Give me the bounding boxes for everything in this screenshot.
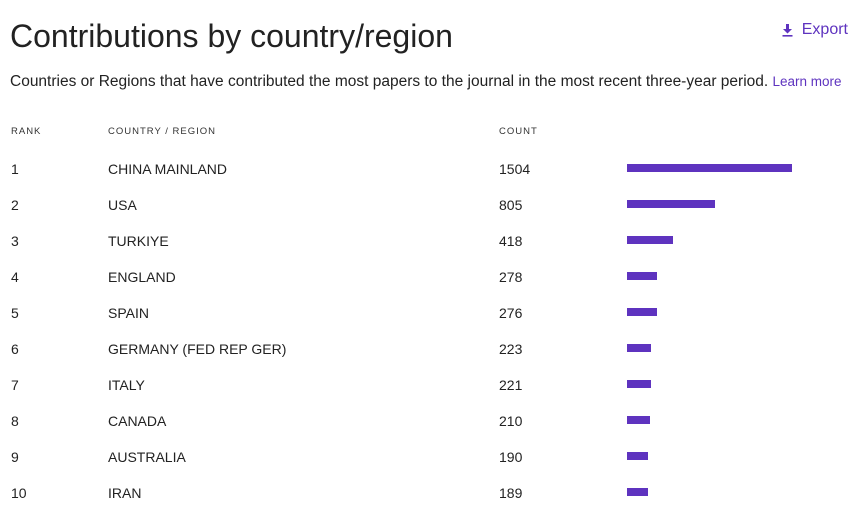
count-cell: 418 [499,233,523,249]
country-cell: ENGLAND [108,269,176,285]
country-cell: SPAIN [108,305,149,321]
rank-cell: 6 [11,341,19,357]
country-cell: IRAN [108,485,142,501]
count-bar [627,308,657,316]
count-cell: 210 [499,413,523,429]
table-row: 5 SPAIN 276 [0,295,857,331]
country-cell: AUSTRALIA [108,449,186,465]
count-bar [627,200,715,208]
count-bar [627,380,651,388]
table-row: 9 AUSTRALIA 190 [0,439,857,475]
table-row: 3 TURKIYE 418 [0,223,857,259]
count-cell: 278 [499,269,523,285]
count-cell: 189 [499,485,523,501]
rank-cell: 10 [11,485,27,501]
description-text: Countries or Regions that have contribut… [10,73,769,90]
table-row: 6 GERMANY (FED REP GER) 223 [0,331,857,367]
count-cell: 221 [499,377,523,393]
column-header-count: COUNT [499,126,538,137]
rank-cell: 9 [11,449,19,465]
count-bar [627,272,657,280]
country-cell: GERMANY (FED REP GER) [108,341,287,357]
country-cell: CHINA MAINLAND [108,161,228,177]
count-cell: 1504 [499,161,531,177]
count-cell: 190 [499,449,523,465]
count-bar [627,416,650,424]
column-header-rank: RANK [11,126,42,137]
rank-cell: 8 [11,413,19,429]
download-icon [782,23,793,37]
count-bar [627,488,648,496]
table-row: 10 IRAN 189 [0,475,857,511]
rank-cell: 4 [11,269,19,285]
table-row: 7 ITALY 221 [0,367,857,403]
rank-cell: 3 [11,233,19,249]
rank-cell: 1 [11,161,19,177]
count-cell: 223 [499,341,523,357]
count-bar [627,344,651,352]
column-header-country: COUNTRY / REGION [108,126,217,137]
table-row: 4 ENGLAND 278 [0,259,857,295]
rank-cell: 2 [11,197,19,213]
count-bar [627,236,673,244]
table-row: 8 CANADA 210 [0,403,857,439]
table-row: 1 CHINA MAINLAND 1504 [0,151,857,187]
export-button[interactable]: Export [782,20,848,40]
count-bar [627,452,648,460]
count-bar [627,164,792,172]
country-cell: ITALY [108,377,145,393]
count-cell: 276 [499,305,523,321]
export-label: Export [801,21,848,38]
country-cell: CANADA [108,413,167,429]
page-description: Countries or Regions that have contribut… [10,72,842,92]
count-cell: 805 [499,197,523,213]
contributions-table: 1 CHINA MAINLAND 1504 2 USA 805 3 TURKIY… [0,151,857,511]
learn-more-link[interactable]: Learn more [772,74,842,89]
country-cell: TURKIYE [108,233,169,249]
rank-cell: 5 [11,305,19,321]
country-cell: USA [108,197,137,213]
rank-cell: 7 [11,377,19,393]
table-row: 2 USA 805 [0,187,857,223]
page-title: Contributions by country/region [10,18,453,54]
